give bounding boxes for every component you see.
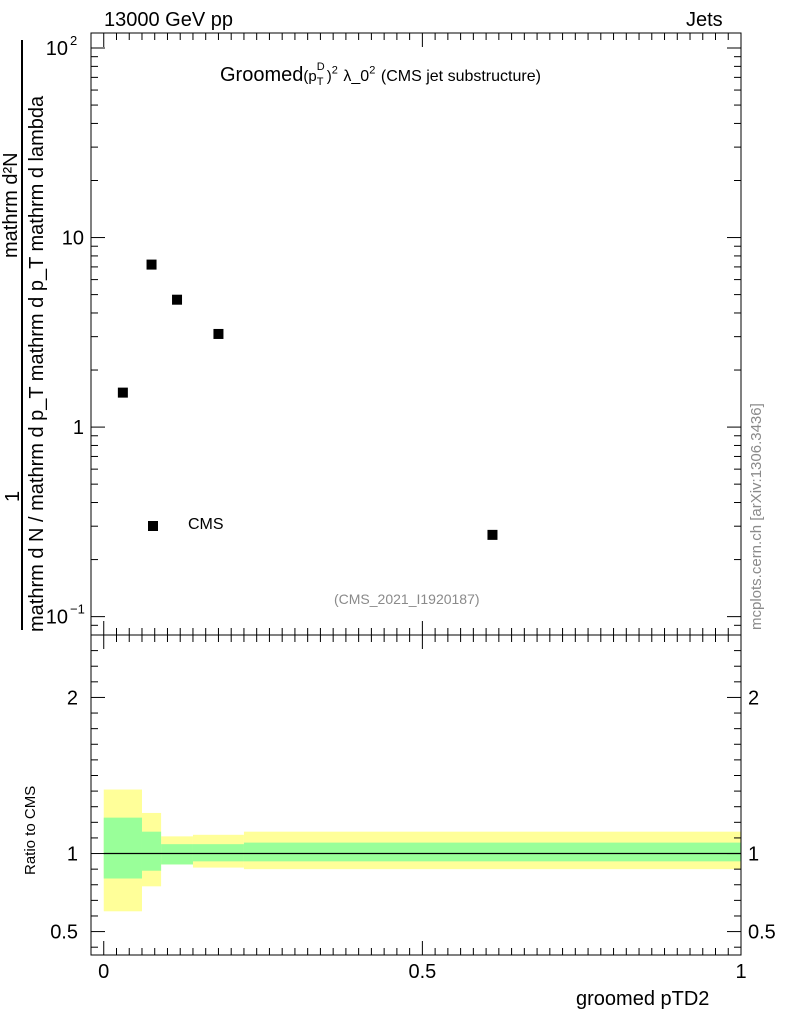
main-frame — [90, 32, 742, 636]
ratio-x-tick-label: 0.5 — [408, 961, 436, 983]
main-y-tick-label: 10 — [46, 607, 68, 629]
legend-label: CMS — [188, 516, 224, 533]
ratio-y-tick-label-left: 1 — [67, 844, 78, 866]
ratio-frame — [90, 634, 742, 956]
data-point-cms — [117, 387, 128, 398]
plot-title-p-sub: T — [316, 76, 324, 88]
plot-title-exp2: 2 — [369, 64, 376, 77]
ratio-y-tick-label-right: 0.5 — [748, 922, 776, 944]
ratio-band-stat — [161, 844, 193, 865]
main-y-tick-label: 10 — [62, 228, 84, 250]
ratio-band-stat — [103, 817, 142, 879]
plot-title-exp1: 2 — [331, 64, 338, 77]
plot-title-lambda: λ_0 — [343, 68, 370, 85]
plot-title-p: (p — [303, 68, 317, 85]
ratio-band-stat — [192, 844, 244, 862]
plot-title-main: Groomed — [220, 64, 304, 86]
process-label: Jets — [686, 9, 723, 31]
ratio-band-stat — [243, 842, 742, 862]
ratio-y-tick-label-left: 0.5 — [50, 922, 78, 944]
ratio-band-stat — [141, 831, 162, 871]
ratio-y-tick-label-right: 1 — [748, 844, 759, 866]
analysis-id: (CMS_2021_I1920187) — [334, 591, 480, 607]
energy-label: 13000 GeV pp — [104, 9, 233, 31]
main-y-tick-label: 10 — [46, 38, 68, 60]
ratio-x-tick-label: 1 — [735, 961, 746, 983]
y-axis-fraction-bar — [21, 40, 23, 630]
ratio-y-tick-label-right: 2 — [748, 687, 759, 709]
plot-title-rest: (CMS jet substructure) — [380, 68, 541, 85]
main-y-tick-exponent: −1 — [70, 602, 85, 617]
data-point-cms — [213, 328, 224, 339]
data-point-cms — [146, 259, 157, 270]
data-point-cms — [172, 294, 183, 305]
legend-marker — [148, 521, 158, 531]
main-y-tick-exponent: 2 — [70, 33, 77, 48]
ratio-x-tick-label: 0 — [98, 961, 109, 983]
plot-title: Groomed(p D T)2 λ_02 (CMS jet substructure… — [220, 61, 541, 88]
plot-title-p-sup: D — [316, 61, 325, 73]
ratio-panel: 0.5 0.51 12 20 0.5 1 — [50, 634, 776, 983]
ratio-y-tick-label-left: 2 — [67, 687, 78, 709]
plot-title-p-close: ) — [326, 68, 332, 85]
main-y-tick-label: 1 — [73, 417, 84, 439]
x-axis-label: groomed pTD2 — [576, 988, 710, 1010]
data-point-cms — [487, 529, 498, 540]
